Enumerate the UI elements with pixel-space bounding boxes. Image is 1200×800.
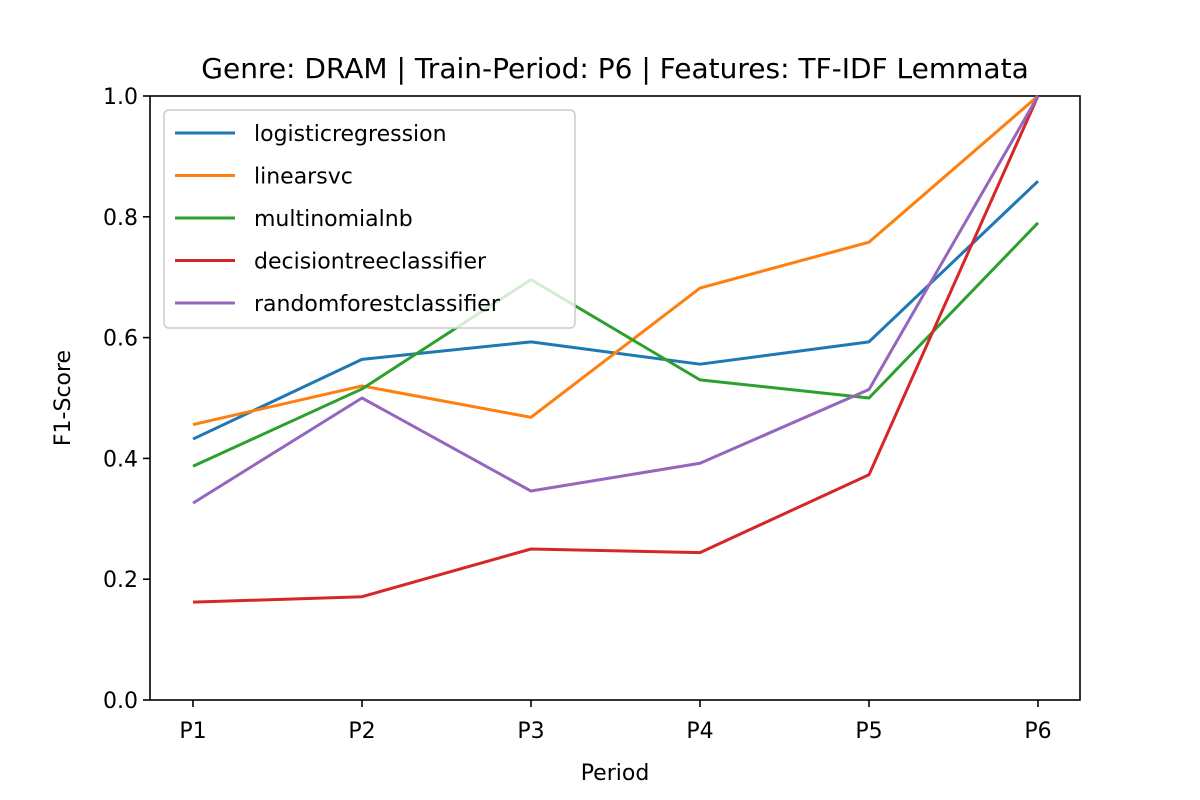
x-tick-label: P5: [855, 719, 882, 744]
legend-label-linearsvc: linearsvc: [254, 165, 353, 190]
series-line-decisiontreeclassifier: [192, 95, 1040, 604]
x-axis: P1 P2 P3 P4 P5 P6: [179, 700, 1052, 744]
y-tick-label: 0.8: [103, 206, 138, 231]
legend-label-randomforestclassifier: randomforestclassifier: [254, 292, 501, 317]
series-line-multinomialnb: [192, 221, 1040, 468]
y-tick-label: 1.0: [103, 85, 138, 110]
chart-title: Genre: DRAM | Train-Period: P6 | Feature…: [201, 52, 1028, 85]
series-lines: [192, 94, 1040, 604]
x-tick-label: P4: [686, 719, 713, 744]
y-tick-label: 0.2: [103, 568, 138, 593]
legend-label-multinomialnb: multinomialnb: [254, 207, 413, 232]
series-line-linearsvc: [192, 94, 1039, 427]
x-tick-label: P2: [348, 719, 375, 744]
y-axis-label: F1-Score: [51, 350, 76, 446]
x-tick-label: P6: [1024, 719, 1051, 744]
y-axis: 0.0 0.2 0.4 0.6 0.8 1.0: [103, 85, 150, 714]
y-tick-label: 0.0: [103, 689, 138, 714]
plot-frame: [149, 95, 1081, 701]
y-tick-label: 0.6: [103, 327, 138, 352]
legend-label-decisiontreeclassifier: decisiontreeclassifier: [254, 250, 487, 275]
legend-label-logisticregression: logisticregression: [254, 122, 447, 147]
y-tick-label: 0.4: [103, 447, 138, 472]
x-tick-label: P1: [179, 719, 206, 744]
legend-box: [163, 109, 576, 329]
x-tick-label: P3: [517, 719, 544, 744]
x-axis-label: Period: [581, 761, 650, 786]
series-line-randomforestclassifier: [192, 95, 1040, 505]
legend: logisticregression linearsvc multinomialnb…: [163, 109, 576, 329]
